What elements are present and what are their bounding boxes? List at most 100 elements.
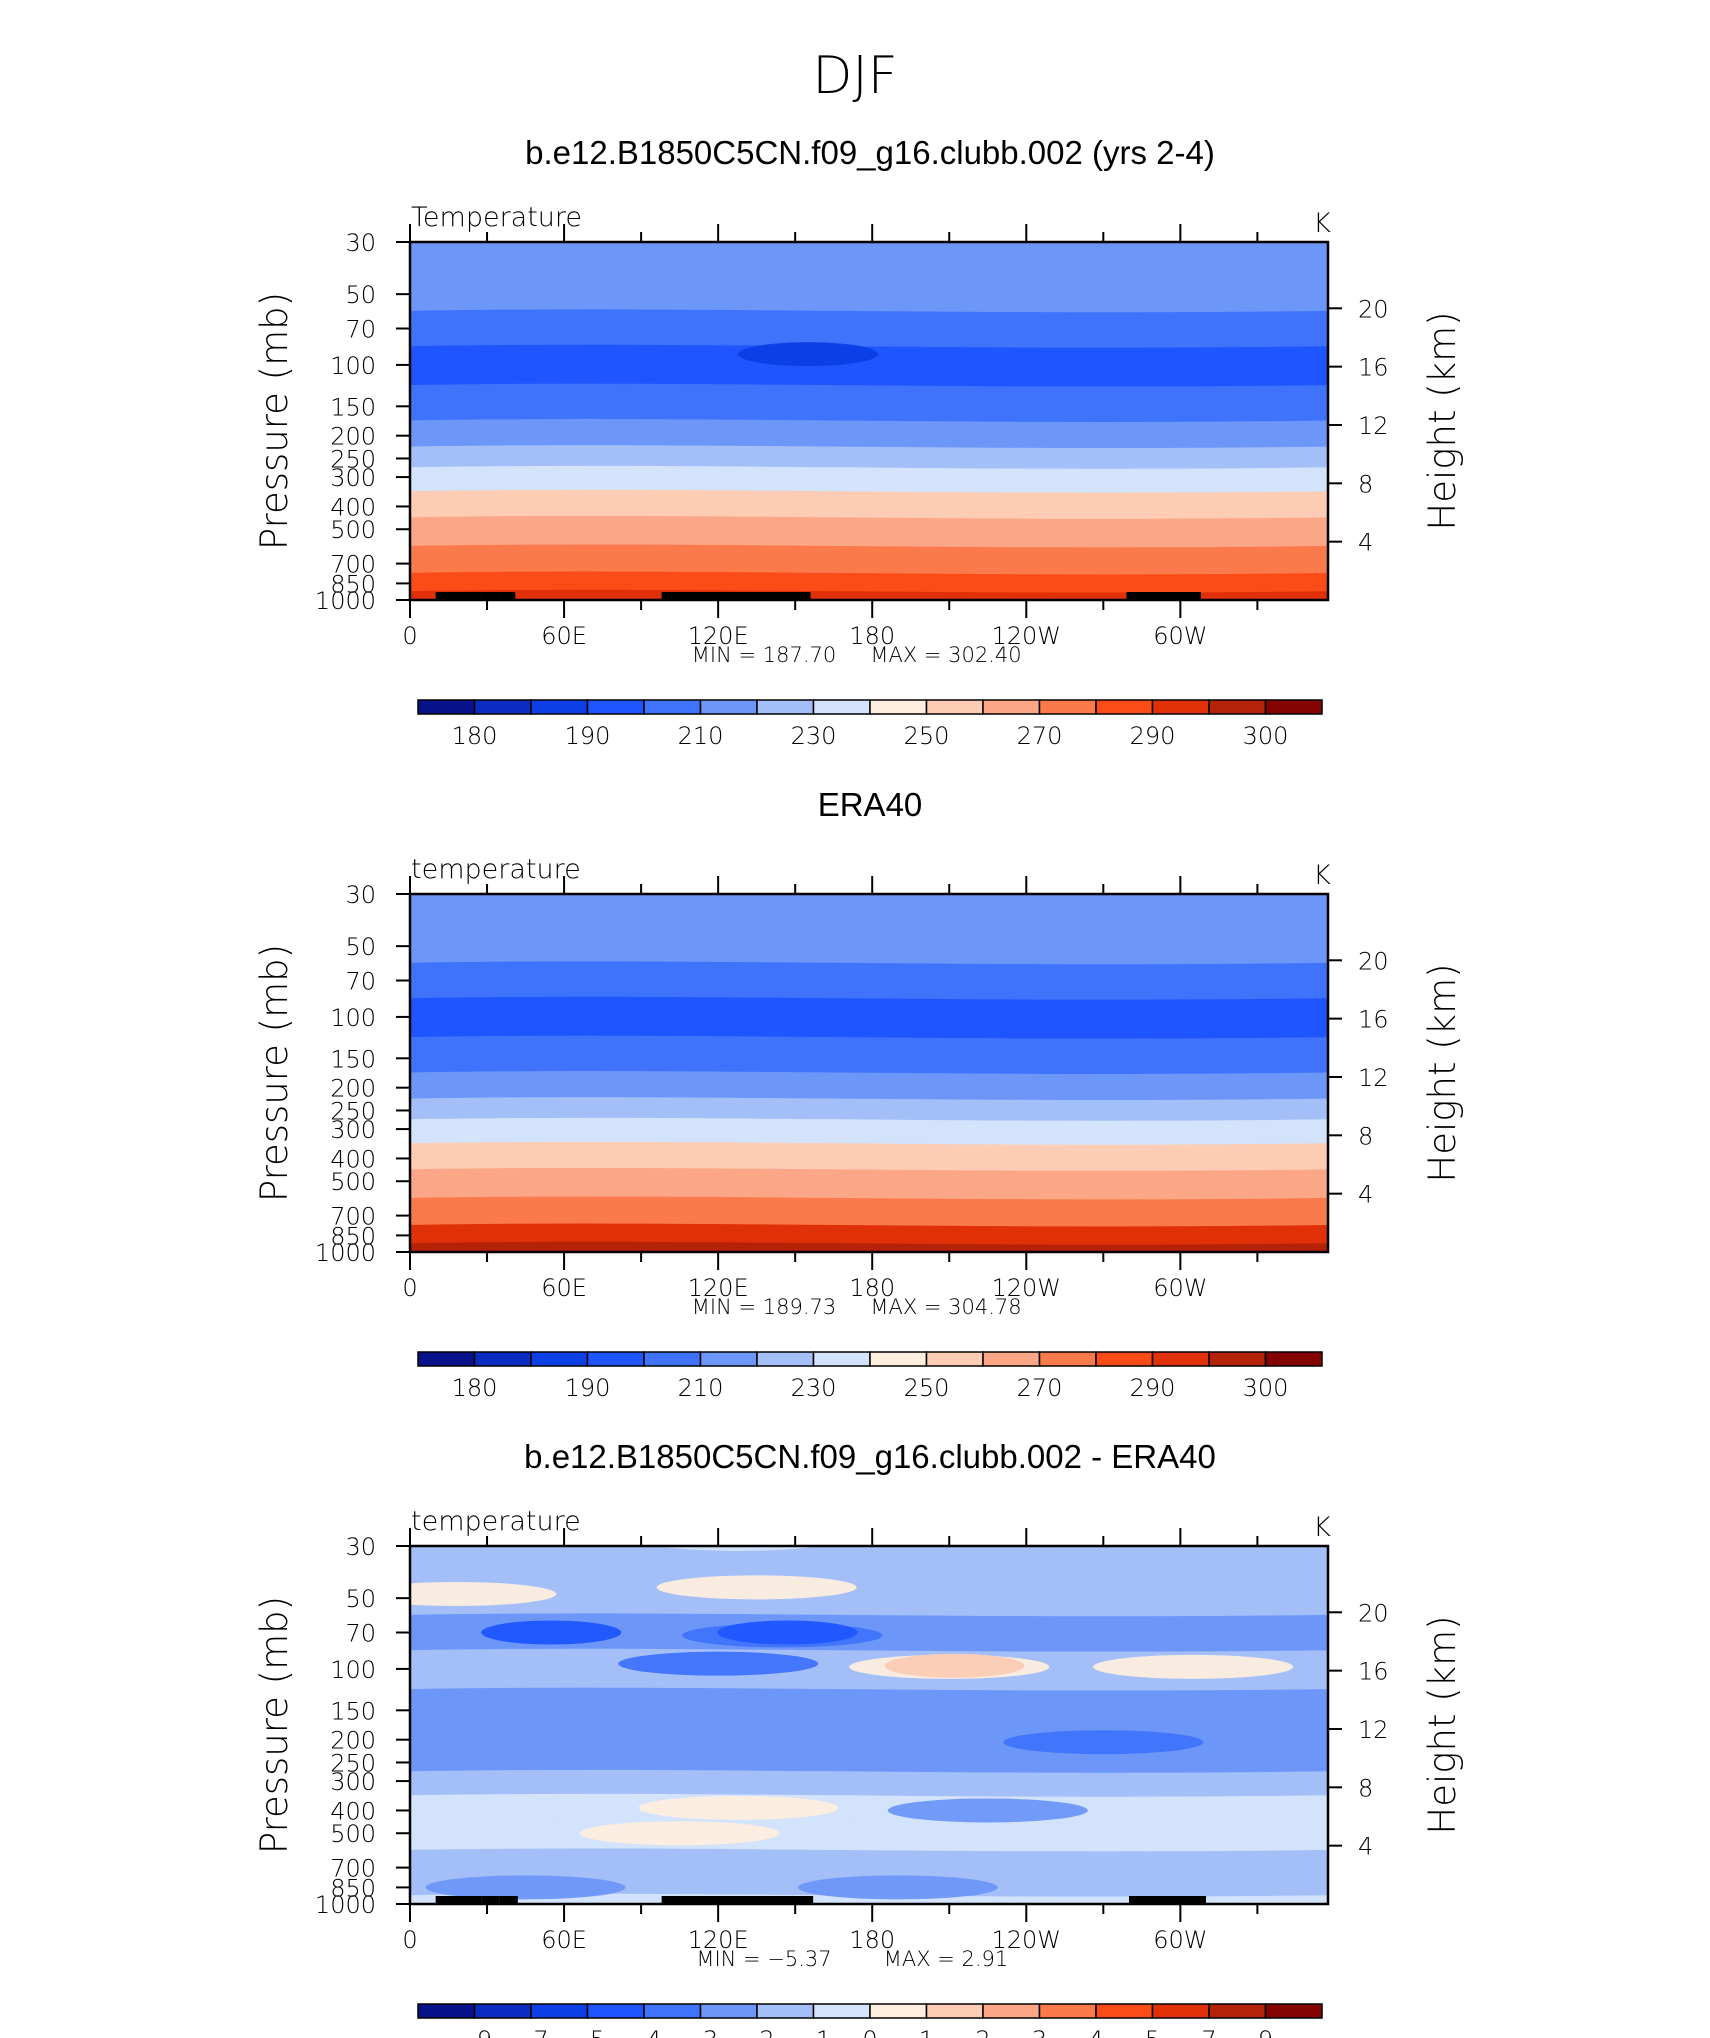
contour-band <box>410 894 1328 923</box>
colorbar-box <box>1151 699 1210 715</box>
variable-label: Temperature <box>411 202 582 233</box>
terrain-mask <box>1126 592 1201 600</box>
min-value: MIN = −5.37 <box>696 1947 831 1971</box>
min-value: MIN = 187.70 <box>692 643 836 667</box>
contour-anomaly <box>657 1546 820 1551</box>
colorbar-box <box>869 699 928 715</box>
contour-band <box>410 445 1328 470</box>
y-tick-label: 70 <box>345 1620 376 1648</box>
y-tick-label: 1000 <box>315 1891 376 1919</box>
contour-band <box>410 1223 1328 1246</box>
contour-band <box>410 1769 1328 1798</box>
colorbar-box <box>473 2003 532 2019</box>
y-tick-label: 850 <box>330 570 376 598</box>
y2-axis-label: Height (km) <box>1421 1615 1464 1834</box>
colorbar-box <box>586 2003 645 2019</box>
x-tick-label: 0 <box>402 622 417 650</box>
colorbar-label: 5 <box>1145 2026 1160 2038</box>
y-tick-label: 150 <box>330 1697 376 1725</box>
y-tick-label: 500 <box>330 1168 376 1196</box>
colorbar-label: −3 <box>683 2026 718 2038</box>
contour-anomaly <box>579 1821 780 1846</box>
contour-anomaly <box>1093 1654 1294 1679</box>
colorbar-label: 190 <box>565 1374 611 1402</box>
y-tick-label: 300 <box>330 464 376 492</box>
colorbar-label: −1 <box>796 2026 831 2038</box>
y-tick-label: 30 <box>345 881 376 909</box>
colorbar-box <box>1264 1351 1323 1367</box>
chart-panel-1: b.e12.B1850C5CN.f09_g16.clubb.002 (yrs 2… <box>253 134 1464 750</box>
contour-anomaly <box>1003 1730 1204 1755</box>
colorbar-box <box>1038 699 1097 715</box>
variable-label: temperature <box>411 1506 581 1537</box>
x-tick-label: 60E <box>541 622 587 650</box>
contour-anomaly <box>638 1795 839 1820</box>
colorbar-label: 180 <box>452 722 498 750</box>
terrain-mask <box>499 592 516 600</box>
colorbar-label: 230 <box>791 1374 837 1402</box>
contour-band <box>410 589 1328 600</box>
colorbar-box <box>473 699 532 715</box>
chart-panel-2: ERA40 temperature K 0 60E 120E 180 120W 60W 30 50 7… <box>253 786 1464 1402</box>
y-tick-label: 100 <box>330 1656 376 1684</box>
colorbar-box <box>925 699 984 715</box>
y-tick-label: 100 <box>330 352 376 380</box>
terrain-mask <box>1128 1896 1207 1904</box>
terrain-mask <box>661 592 811 600</box>
y-tick-label: 250 <box>330 1749 376 1777</box>
y2-tick-label: 8 <box>1358 1122 1373 1150</box>
colorbar-label: 290 <box>1130 1374 1176 1402</box>
y-axis-label: Pressure (mb) <box>253 292 296 550</box>
contour-band <box>410 1196 1328 1228</box>
colorbar-label: −2 <box>739 2026 774 2038</box>
y2-tick-label: 8 <box>1358 1774 1373 1802</box>
units-label: K <box>1313 1512 1331 1543</box>
colorbar-label: 0 <box>862 2026 877 2038</box>
contour-band <box>410 489 1328 520</box>
colorbar-box <box>982 2003 1041 2019</box>
variable-label: temperature <box>411 854 581 885</box>
contour-band <box>410 383 1328 423</box>
colorbar-box <box>530 2003 589 2019</box>
colorbar-box <box>982 699 1041 715</box>
y2-tick-label: 8 <box>1358 470 1373 498</box>
y-tick-label: 1000 <box>315 587 376 615</box>
colorbar-label: −5 <box>570 2026 605 2038</box>
contour-anomaly <box>884 1653 1025 1678</box>
colorbar-box <box>1151 1351 1210 1367</box>
y-tick-label: 700 <box>330 1855 376 1883</box>
y-axis-label: Pressure (mb) <box>253 1596 296 1854</box>
colorbar-label: 290 <box>1130 722 1176 750</box>
contour-band <box>410 571 1328 594</box>
colorbar-box <box>756 2003 815 2019</box>
contour-band <box>410 961 1328 1001</box>
colorbar-label: 270 <box>1017 1374 1063 1402</box>
x-tick-label: 120E <box>688 1926 749 1954</box>
contour-band <box>410 465 1328 494</box>
colorbar-box <box>1208 1351 1267 1367</box>
y-tick-label: 300 <box>330 1768 376 1796</box>
y-tick-label: 250 <box>330 445 376 473</box>
y-tick-label: 700 <box>330 551 376 579</box>
x-tick-label: 60E <box>541 1926 587 1954</box>
colorbar-box <box>1095 1351 1154 1367</box>
y-tick-label: 400 <box>330 1145 376 1173</box>
colorbar-label: 180 <box>452 1374 498 1402</box>
contour-anomaly <box>797 1875 998 1900</box>
y-tick-label: 1000 <box>315 1239 376 1267</box>
contour-band <box>410 1141 1328 1172</box>
colorbar-box <box>812 1351 871 1367</box>
contour-band <box>410 1071 1328 1102</box>
contour-anomaly <box>656 1575 857 1600</box>
contour-anomaly <box>425 1875 626 1900</box>
y2-tick-label: 4 <box>1358 1181 1373 1209</box>
y-tick-label: 50 <box>345 933 376 961</box>
y2-tick-label: 4 <box>1358 1833 1373 1861</box>
colorbar-label: 300 <box>1243 722 1289 750</box>
colorbar-label: 230 <box>791 722 837 750</box>
colorbar-label: −4 <box>626 2026 661 2038</box>
max-value: MAX = 2.91 <box>884 1947 1009 1971</box>
y-axis-label: Pressure (mb) <box>253 944 296 1202</box>
colorbar-box <box>586 1351 645 1367</box>
